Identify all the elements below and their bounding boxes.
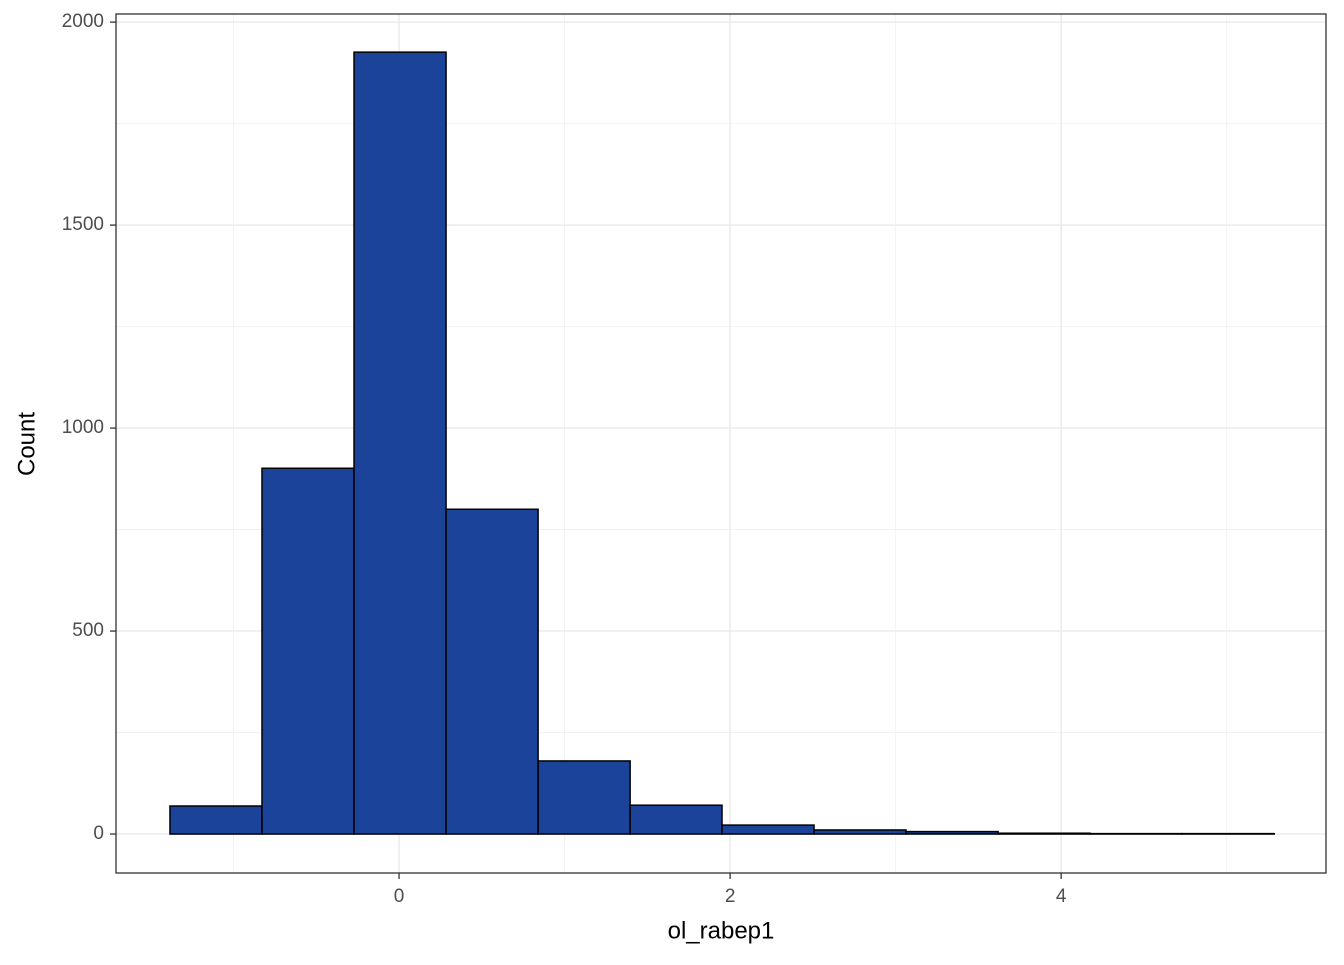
y-tick-label: 1500 bbox=[62, 214, 104, 235]
y-tick-label: 1000 bbox=[62, 417, 104, 438]
y-tick-label: 2000 bbox=[62, 11, 104, 32]
x-axis-title: ol_rabep1 bbox=[668, 917, 775, 944]
bar bbox=[446, 509, 538, 834]
bar bbox=[906, 832, 998, 834]
bar bbox=[354, 52, 446, 834]
y-tick-label: 500 bbox=[72, 620, 104, 641]
bar bbox=[814, 830, 906, 834]
bar bbox=[630, 805, 722, 834]
x-tick-label: 0 bbox=[394, 886, 405, 907]
bar bbox=[538, 761, 630, 834]
bar bbox=[998, 833, 1090, 834]
bar bbox=[722, 825, 814, 834]
y-axis-title: Count bbox=[13, 412, 40, 476]
x-tick-label: 4 bbox=[1056, 886, 1067, 907]
x-tick-label: 2 bbox=[725, 886, 736, 907]
bar bbox=[170, 806, 262, 834]
y-tick-label: 0 bbox=[93, 823, 104, 844]
bar bbox=[262, 468, 354, 834]
